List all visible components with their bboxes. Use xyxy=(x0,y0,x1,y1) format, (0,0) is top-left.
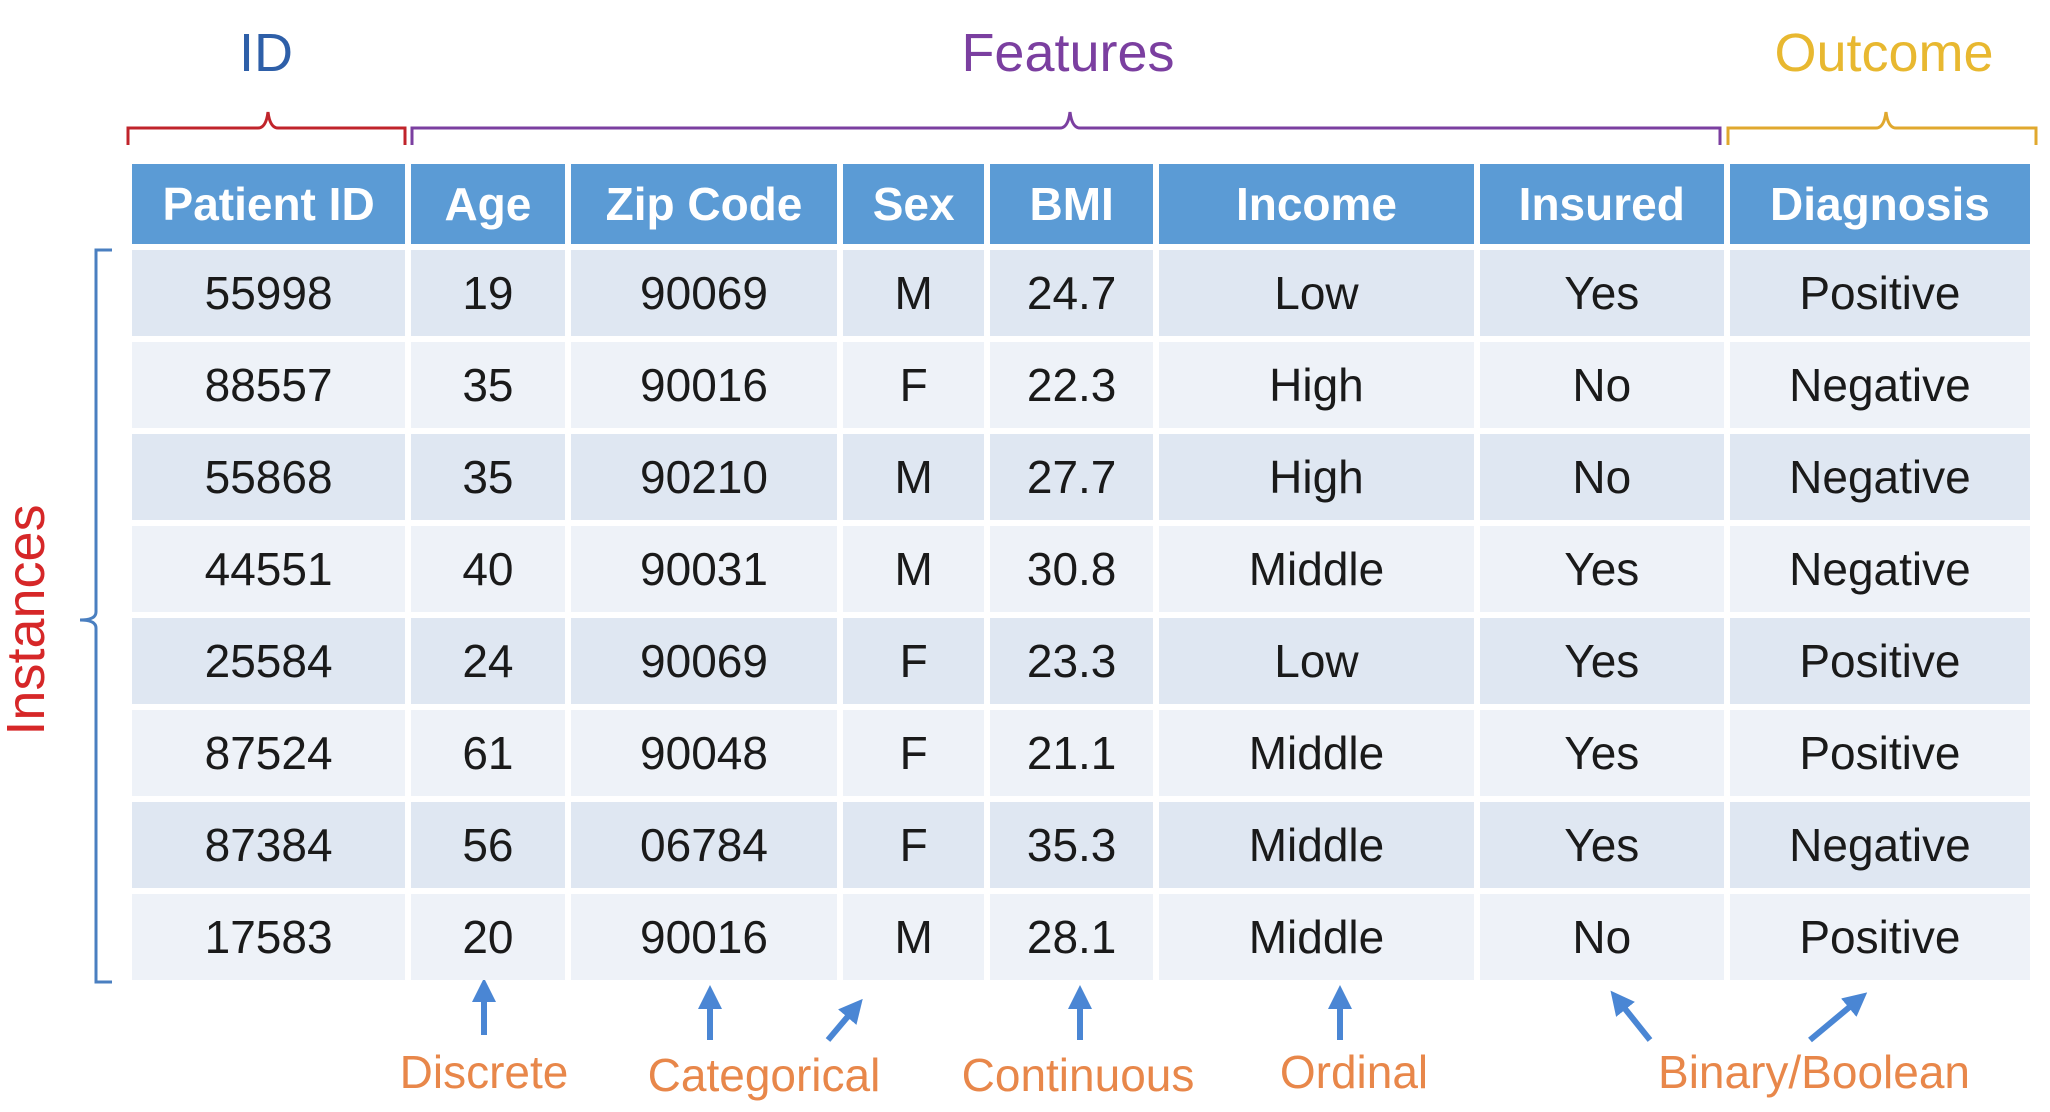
cell-insured: Yes xyxy=(1479,250,1724,336)
header-insured: Insured xyxy=(1479,164,1724,244)
cell-income: Low xyxy=(1159,250,1474,336)
cell-sex: F xyxy=(843,342,984,428)
cell-diagnosis: Positive xyxy=(1729,894,2030,980)
cell-bmi: 24.7 xyxy=(990,250,1154,336)
outcome-bracket xyxy=(1726,111,2038,145)
cell-age: 61 xyxy=(411,710,565,796)
cell-income: Middle xyxy=(1159,802,1474,888)
cell-age: 40 xyxy=(411,526,565,612)
header-row: Patient ID Age Zip Code Sex BMI Income I… xyxy=(132,164,2030,244)
cell-zip-code: 90069 xyxy=(570,618,838,704)
type-label-continuous: Continuous xyxy=(961,1049,1195,1101)
cell-diagnosis: Positive xyxy=(1729,710,2030,796)
cell-diagnosis: Negative xyxy=(1729,526,2030,612)
arrow-diagnosis xyxy=(1808,992,1868,1043)
table-row: 44551 40 90031 M 30.8 Middle Yes Negative xyxy=(132,526,2030,612)
cell-patient-id: 25584 xyxy=(132,618,406,704)
cell-income: Middle xyxy=(1159,894,1474,980)
cell-insured: No xyxy=(1479,342,1724,428)
cell-insured: Yes xyxy=(1479,802,1724,888)
cell-zip-code: 06784 xyxy=(570,802,838,888)
arrow-insured xyxy=(1610,990,1653,1042)
cell-patient-id: 44551 xyxy=(132,526,406,612)
features-bracket xyxy=(410,111,1722,145)
cell-bmi: 23.3 xyxy=(990,618,1154,704)
header-income: Income xyxy=(1159,164,1474,244)
header-age: Age xyxy=(411,164,565,244)
cell-bmi: 35.3 xyxy=(990,802,1154,888)
cell-age: 20 xyxy=(411,894,565,980)
header-zip-code: Zip Code xyxy=(570,164,838,244)
cell-age: 19 xyxy=(411,250,565,336)
cell-sex: F xyxy=(843,710,984,796)
patient-data-table: Patient ID Age Zip Code Sex BMI Income I… xyxy=(126,158,2036,986)
table-row: 17583 20 90016 M 28.1 Middle No Positive xyxy=(132,894,2030,980)
cell-income: Low xyxy=(1159,618,1474,704)
table-row: 87384 56 06784 F 35.3 Middle Yes Negative xyxy=(132,802,2030,888)
outcome-group-label: Outcome xyxy=(1774,23,1994,83)
cell-income: High xyxy=(1159,434,1474,520)
cell-zip-code: 90031 xyxy=(570,526,838,612)
cell-insured: Yes xyxy=(1479,526,1724,612)
cell-insured: No xyxy=(1479,894,1724,980)
cell-sex: M xyxy=(843,434,984,520)
cell-zip-code: 90210 xyxy=(570,434,838,520)
cell-age: 56 xyxy=(411,802,565,888)
cell-age: 24 xyxy=(411,618,565,704)
cell-patient-id: 87524 xyxy=(132,710,406,796)
cell-zip-code: 90048 xyxy=(570,710,838,796)
cell-patient-id: 55998 xyxy=(132,250,406,336)
cell-zip-code: 90016 xyxy=(570,342,838,428)
cell-insured: No xyxy=(1479,434,1724,520)
cell-diagnosis: Negative xyxy=(1729,802,2030,888)
type-label-binary: Binary/Boolean xyxy=(1658,1046,1970,1098)
cell-bmi: 22.3 xyxy=(990,342,1154,428)
cell-bmi: 30.8 xyxy=(990,526,1154,612)
table-row: 55868 35 90210 M 27.7 High No Negative xyxy=(132,434,2030,520)
header-diagnosis: Diagnosis xyxy=(1729,164,2030,244)
cell-diagnosis: Positive xyxy=(1729,250,2030,336)
table-row: 87524 61 90048 F 21.1 Middle Yes Positive xyxy=(132,710,2030,796)
cell-bmi: 27.7 xyxy=(990,434,1154,520)
table-row: 55998 19 90069 M 24.7 Low Yes Positive xyxy=(132,250,2030,336)
cell-sex: M xyxy=(843,250,984,336)
features-group-label: Features xyxy=(961,23,1175,83)
cell-sex: M xyxy=(843,526,984,612)
header-sex: Sex xyxy=(843,164,984,244)
type-label-ordinal: Ordinal xyxy=(1279,1046,1429,1098)
cell-diagnosis: Negative xyxy=(1729,434,2030,520)
table-row: 88557 35 90016 F 22.3 High No Negative xyxy=(132,342,2030,428)
cell-patient-id: 87384 xyxy=(132,802,406,888)
cell-insured: Yes xyxy=(1479,618,1724,704)
header-patient-id: Patient ID xyxy=(132,164,406,244)
cell-zip-code: 90016 xyxy=(570,894,838,980)
cell-sex: F xyxy=(843,618,984,704)
table-row: 25584 24 90069 F 23.3 Low Yes Positive xyxy=(132,618,2030,704)
cell-patient-id: 88557 xyxy=(132,342,406,428)
cell-insured: Yes xyxy=(1479,710,1724,796)
cell-diagnosis: Positive xyxy=(1729,618,2030,704)
header-bmi: BMI xyxy=(990,164,1154,244)
cell-diagnosis: Negative xyxy=(1729,342,2030,428)
cell-income: Middle xyxy=(1159,526,1474,612)
id-bracket xyxy=(126,111,407,145)
type-label-discrete: Discrete xyxy=(399,1046,569,1098)
cell-zip-code: 90069 xyxy=(570,250,838,336)
cell-income: Middle xyxy=(1159,710,1474,796)
id-group-label: ID xyxy=(239,23,293,83)
type-label-categorical: Categorical xyxy=(647,1049,881,1101)
cell-sex: F xyxy=(843,802,984,888)
cell-income: High xyxy=(1159,342,1474,428)
instances-bracket xyxy=(79,248,112,984)
cell-bmi: 28.1 xyxy=(990,894,1154,980)
cell-patient-id: 55868 xyxy=(132,434,406,520)
cell-patient-id: 17583 xyxy=(132,894,406,980)
cell-sex: M xyxy=(843,894,984,980)
arrow-sex xyxy=(825,998,863,1042)
cell-bmi: 21.1 xyxy=(990,710,1154,796)
cell-age: 35 xyxy=(411,342,565,428)
table-body: 55998 19 90069 M 24.7 Low Yes Positive 88557 35 90… xyxy=(132,250,2030,980)
cell-age: 35 xyxy=(411,434,565,520)
